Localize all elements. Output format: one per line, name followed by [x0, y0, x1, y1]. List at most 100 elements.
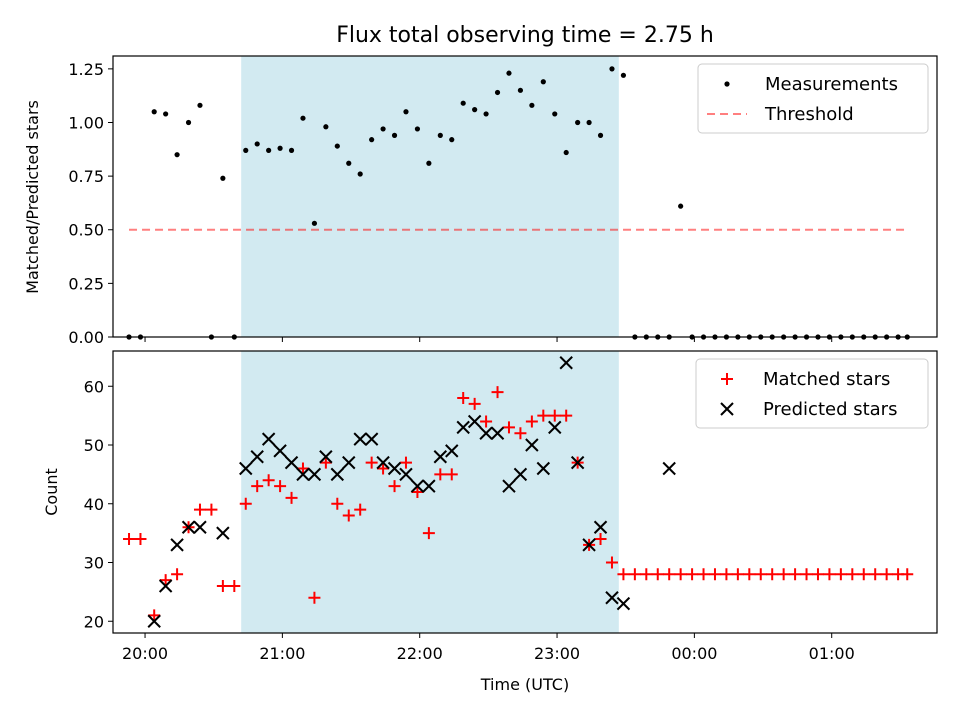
matched-star-point [377, 462, 390, 475]
measurement-point [311, 220, 318, 226]
bottom-axes-frame [112, 350, 938, 634]
measurement-point [517, 87, 524, 93]
matched-star-point [743, 568, 756, 581]
top-shaded-region [241, 56, 619, 337]
bottom-panel: 20 30 40 50 60 20:00 21:00 22:00 23:00 00:00 01:0… [42, 350, 938, 694]
matched-star-point [628, 568, 641, 581]
top-y-axis-label: Matched/Predicted stars [23, 100, 42, 294]
top-y-tick-label: 0.25 [68, 274, 104, 293]
predicted-star-point [433, 450, 448, 464]
matched-star-point [491, 386, 504, 399]
legend-matched-label: Matched stars [763, 369, 890, 390]
matched-star-point [159, 574, 172, 587]
top-y-tick-label: 0.50 [68, 221, 104, 240]
matched-star-point [651, 568, 664, 581]
measurement-point [609, 66, 615, 72]
matched-star-point [537, 409, 550, 422]
matched-star-point [148, 609, 161, 622]
measurement-point [506, 70, 512, 76]
matched-star-point [480, 415, 493, 428]
matched-star-point [514, 427, 527, 440]
predicted-star-point [399, 467, 413, 482]
matched-star-point [880, 568, 893, 581]
legend-threshold-label: Threshold [764, 104, 854, 125]
measurement-point [300, 115, 306, 121]
measurement-point [369, 137, 375, 143]
matched-star-point [308, 591, 321, 604]
x-tick-label: 21:00 [259, 644, 305, 663]
matched-star-point [869, 568, 882, 581]
predicted-star-point [536, 461, 551, 476]
measurement-point [586, 119, 592, 126]
predicted-star-point [193, 520, 207, 534]
matched-star-point [354, 503, 367, 516]
predicted-star-point [239, 461, 253, 476]
measurement-point [483, 111, 489, 117]
matched-star-point [457, 392, 470, 404]
measurement-point [277, 145, 283, 151]
matched-star-point [605, 556, 618, 569]
matched-star-point [560, 409, 573, 422]
matched-star-point [811, 568, 824, 581]
bottom-y-tick-label: 20 [84, 612, 104, 631]
predicted-star-point [216, 526, 230, 540]
predicted-star-point [158, 579, 173, 593]
matched-star-point [274, 480, 287, 493]
top-legend: Measurements Threshold [697, 63, 929, 134]
measurement-point [334, 143, 340, 149]
measurement-point [414, 126, 421, 132]
matched-star-point [365, 456, 378, 469]
predicted-star-point [479, 426, 493, 440]
legend-predicted-label: Predicted stars [763, 399, 897, 420]
matched-star-point [319, 456, 332, 469]
predicted-star-point [353, 432, 367, 446]
measurement-point [529, 102, 535, 108]
predicted-star-point [147, 614, 161, 628]
measurement-point [403, 109, 409, 115]
measurement-point [174, 152, 180, 158]
x-tick-label: 20:00 [122, 644, 168, 663]
measurement-point [437, 132, 443, 138]
matched-star-point [239, 497, 252, 510]
measurement-point [540, 79, 546, 85]
predicted-star-point [296, 467, 310, 482]
matched-star-point [171, 568, 184, 581]
predicted-star-point [261, 432, 276, 446]
measurement-point [472, 107, 478, 113]
predicted-star-point [513, 467, 528, 482]
predicted-star-point [593, 520, 608, 534]
matched-star-point [686, 568, 699, 581]
matched-star-point [193, 503, 206, 516]
predicted-star-point [342, 455, 356, 470]
legend-predicted-marker [720, 402, 734, 416]
matched-star-point [285, 491, 298, 504]
x-tick-label: 01:00 [809, 644, 855, 663]
legend-measurements-label: Measurements [765, 74, 898, 95]
matched-star-point [674, 568, 687, 581]
predicted-star-point [662, 461, 676, 476]
matched-star-point [251, 480, 264, 493]
matched-star-point [640, 568, 653, 581]
predicted-star-point [422, 479, 436, 493]
predicted-star-point [376, 455, 390, 470]
matched-star-point [777, 568, 790, 581]
matched-star-point [766, 568, 779, 581]
measurement-point [151, 109, 157, 115]
measurement-point [254, 141, 260, 147]
top-y-tick-label: 0.75 [68, 167, 104, 186]
bottom-y-tick-label: 50 [84, 436, 104, 455]
predicted-star-point [456, 420, 470, 435]
predicted-star-point [387, 461, 402, 476]
x-tick-label: 23:00 [534, 644, 580, 663]
measurement-point [552, 111, 558, 117]
matched-star-point [388, 480, 401, 493]
measurement-point [391, 132, 398, 138]
bottom-y-axis-label: Count [42, 468, 61, 516]
bottom-legend: Matched stars Predicted stars [695, 358, 929, 429]
bottom-y-ticks: 20 30 40 50 60 [84, 377, 113, 631]
bottom-shaded-region [241, 351, 619, 633]
top-axes-frame [112, 55, 938, 338]
predicted-star-point [364, 432, 379, 446]
measurement-point [449, 137, 455, 143]
